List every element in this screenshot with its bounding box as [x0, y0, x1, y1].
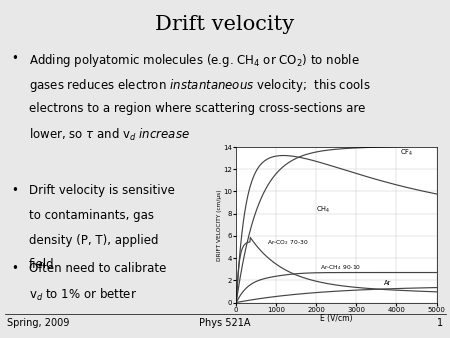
Text: CF$_4$: CF$_4$: [400, 148, 414, 158]
Text: field: field: [29, 258, 55, 271]
Text: to contaminants, gas: to contaminants, gas: [29, 209, 154, 222]
Text: 1: 1: [437, 318, 443, 329]
Text: •: •: [11, 262, 18, 275]
Text: lower, so $\tau$ and v$_d$ $\it{increase}$: lower, so $\tau$ and v$_d$ $\it{increase…: [29, 126, 190, 143]
Text: Spring, 2009: Spring, 2009: [7, 318, 69, 329]
Text: CH$_4$: CH$_4$: [316, 204, 331, 215]
Text: •: •: [11, 184, 18, 197]
Text: Ar-CH$_4$ 90-10: Ar-CH$_4$ 90-10: [320, 263, 361, 272]
Text: Phys 521A: Phys 521A: [199, 318, 251, 329]
X-axis label: E (V/cm): E (V/cm): [320, 314, 353, 323]
Text: Ar: Ar: [384, 280, 392, 286]
Text: Adding polyatomic molecules (e.g. CH$_4$ or CO$_2$) to noble: Adding polyatomic molecules (e.g. CH$_4$…: [29, 52, 360, 69]
Text: Drift velocity: Drift velocity: [155, 15, 295, 34]
Text: Ar-CO$_2$ 70-30: Ar-CO$_2$ 70-30: [267, 238, 309, 246]
Text: density (P, T), applied: density (P, T), applied: [29, 234, 159, 246]
Text: v$_d$ to 1% or better: v$_d$ to 1% or better: [29, 287, 137, 303]
Text: gases reduces electron $\it{instantaneous}$ velocity;  this cools: gases reduces electron $\it{instantaneou…: [29, 77, 371, 94]
Text: electrons to a region where scattering cross-sections are: electrons to a region where scattering c…: [29, 102, 365, 115]
Text: Often need to calibrate: Often need to calibrate: [29, 262, 166, 275]
Text: •: •: [11, 52, 18, 65]
Text: Drift velocity is sensitive: Drift velocity is sensitive: [29, 184, 175, 197]
Y-axis label: DRIFT VELOCITY (cm/μs): DRIFT VELOCITY (cm/μs): [217, 189, 222, 261]
